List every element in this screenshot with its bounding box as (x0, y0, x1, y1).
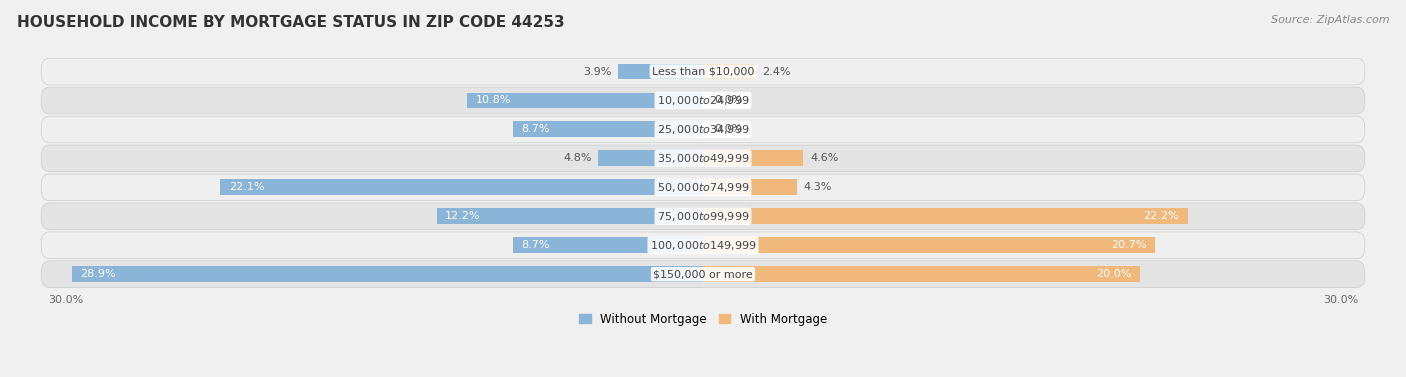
FancyBboxPatch shape (41, 203, 1365, 230)
Text: 30.0%: 30.0% (48, 295, 83, 305)
Text: 10.8%: 10.8% (475, 95, 512, 106)
Bar (703, 179, 797, 195)
Text: 8.7%: 8.7% (522, 124, 550, 135)
Text: 22.1%: 22.1% (229, 182, 264, 192)
Legend: Without Mortgage, With Mortgage: Without Mortgage, With Mortgage (574, 308, 832, 330)
Bar (598, 150, 703, 166)
FancyBboxPatch shape (41, 261, 1365, 288)
Bar (467, 92, 703, 109)
Text: $10,000 to $24,999: $10,000 to $24,999 (657, 94, 749, 107)
FancyBboxPatch shape (41, 232, 1365, 259)
Text: 3.9%: 3.9% (583, 66, 612, 77)
Bar (703, 150, 803, 166)
Bar (703, 208, 1188, 224)
Text: 4.3%: 4.3% (803, 182, 832, 192)
Text: 30.0%: 30.0% (1323, 295, 1358, 305)
Text: $75,000 to $99,999: $75,000 to $99,999 (657, 210, 749, 223)
Bar (513, 237, 703, 253)
Text: Source: ZipAtlas.com: Source: ZipAtlas.com (1271, 15, 1389, 25)
Text: 0.0%: 0.0% (714, 124, 742, 135)
Text: 20.0%: 20.0% (1095, 269, 1130, 279)
Text: $100,000 to $149,999: $100,000 to $149,999 (650, 239, 756, 252)
Text: 4.6%: 4.6% (810, 153, 838, 163)
Bar (703, 266, 1140, 282)
Bar (617, 64, 703, 80)
FancyBboxPatch shape (41, 87, 1365, 114)
Bar (72, 266, 703, 282)
FancyBboxPatch shape (41, 116, 1365, 143)
Text: $35,000 to $49,999: $35,000 to $49,999 (657, 152, 749, 165)
FancyBboxPatch shape (41, 174, 1365, 201)
Bar (703, 64, 755, 80)
Text: $25,000 to $34,999: $25,000 to $34,999 (657, 123, 749, 136)
Text: Less than $10,000: Less than $10,000 (652, 66, 754, 77)
Text: 20.7%: 20.7% (1111, 240, 1146, 250)
Text: $50,000 to $74,999: $50,000 to $74,999 (657, 181, 749, 194)
Text: 2.4%: 2.4% (762, 66, 790, 77)
FancyBboxPatch shape (41, 145, 1365, 172)
Text: 28.9%: 28.9% (80, 269, 117, 279)
Text: 4.8%: 4.8% (564, 153, 592, 163)
Text: 8.7%: 8.7% (522, 240, 550, 250)
FancyBboxPatch shape (41, 58, 1365, 85)
Text: $150,000 or more: $150,000 or more (654, 269, 752, 279)
Text: 0.0%: 0.0% (714, 95, 742, 106)
Bar (436, 208, 703, 224)
Bar (221, 179, 703, 195)
Text: 22.2%: 22.2% (1143, 211, 1180, 221)
Bar (513, 121, 703, 137)
Bar (703, 237, 1156, 253)
Text: 12.2%: 12.2% (446, 211, 481, 221)
Text: HOUSEHOLD INCOME BY MORTGAGE STATUS IN ZIP CODE 44253: HOUSEHOLD INCOME BY MORTGAGE STATUS IN Z… (17, 15, 564, 30)
